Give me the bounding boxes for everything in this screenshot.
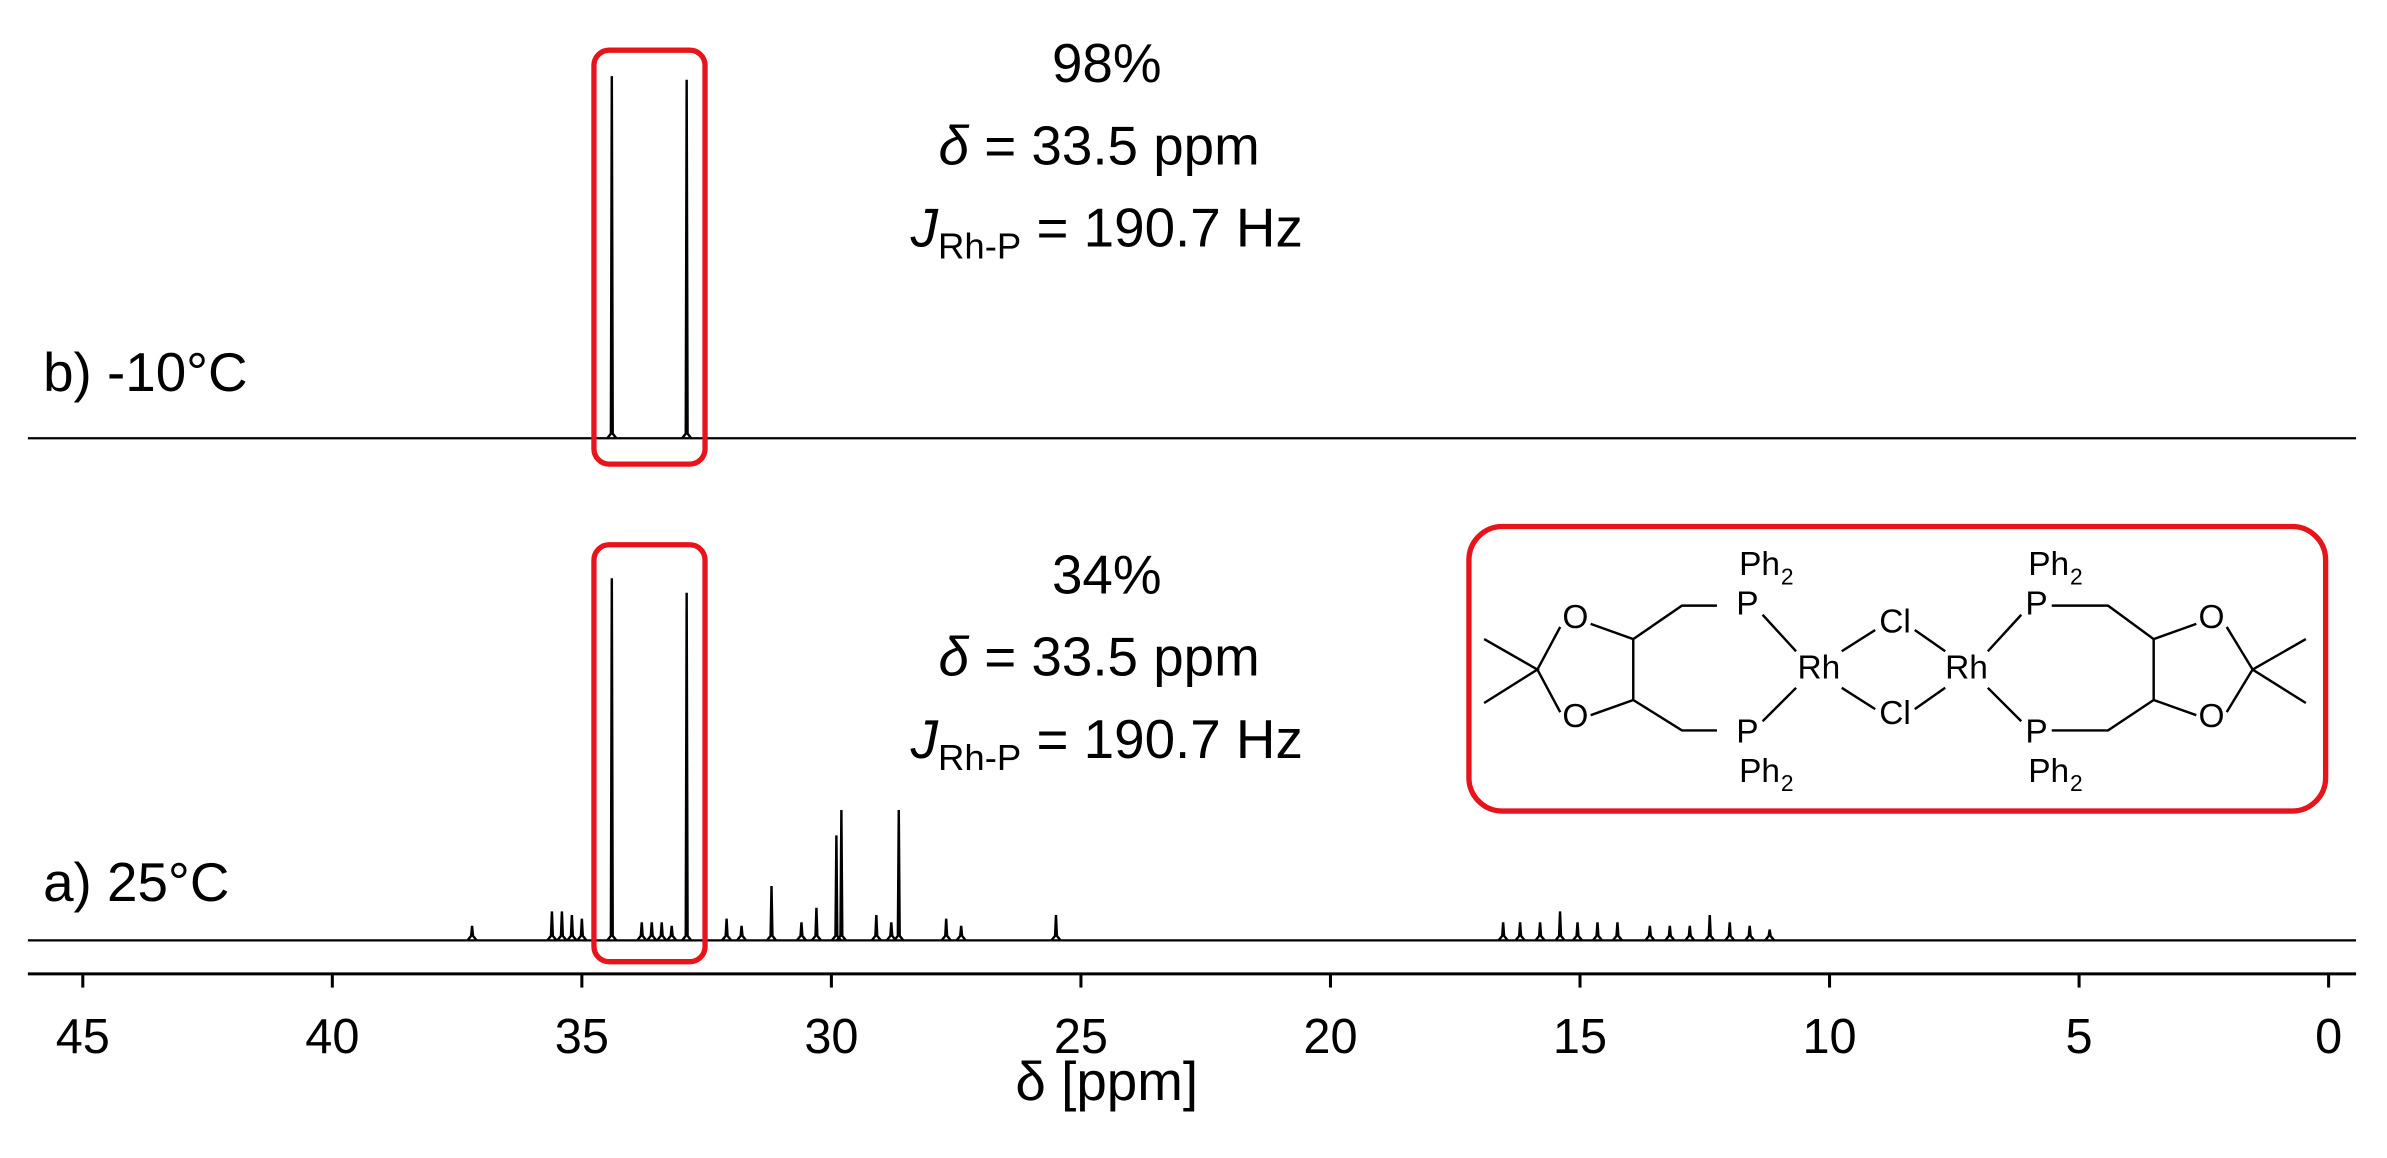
atom-label: O [1562, 698, 1588, 735]
coupling-symbol: J [910, 197, 939, 259]
atom-subscript: 2 [2070, 563, 2083, 589]
shift-value: = 33.5 ppm [969, 114, 1260, 176]
peak [1534, 922, 1546, 942]
annotation-shift: δ = 33.5 ppm [939, 626, 1260, 688]
peak [1050, 914, 1062, 942]
annotation-shift: δ = 33.5 ppm [939, 114, 1260, 176]
atom-label: O [2198, 599, 2224, 636]
atom-label: P [2025, 713, 2047, 750]
series-label: a) 25°C [43, 851, 229, 913]
peak [736, 925, 748, 942]
x-tick-label: 35 [555, 1010, 609, 1064]
x-tick-label: 5 [2066, 1010, 2093, 1064]
peak [940, 918, 952, 942]
atom-label: P [1736, 585, 1758, 622]
x-tick-label: 0 [2315, 1010, 2342, 1064]
atom-subscript: 2 [1781, 770, 1794, 796]
peak [1684, 925, 1696, 942]
peak [1591, 922, 1603, 942]
x-tick-label: 30 [804, 1010, 858, 1064]
peak [646, 922, 658, 942]
series-label: b) -10°C [43, 341, 248, 403]
peak [721, 918, 733, 942]
peak [666, 925, 678, 942]
x-tick-label: 45 [56, 1010, 110, 1064]
peak [681, 592, 693, 942]
peak [795, 922, 807, 942]
peak [566, 914, 578, 942]
peak [870, 914, 882, 942]
peak [1724, 922, 1736, 942]
peak [835, 810, 847, 942]
atom-label: O [1562, 599, 1588, 636]
peak [1611, 922, 1623, 942]
atom-label: Ph [1739, 753, 1780, 790]
bonds [1483, 604, 2307, 732]
peak [1554, 911, 1566, 942]
atom-label: Ph [2028, 753, 2069, 790]
atom-label: Rh [1798, 649, 1841, 686]
peak [546, 911, 558, 942]
spectrum-trace [27, 76, 2357, 440]
x-tick-label: 15 [1553, 1010, 1607, 1064]
peak [556, 911, 568, 942]
x-tick-label: 20 [1303, 1010, 1357, 1064]
peak [885, 922, 897, 942]
peak [1664, 925, 1676, 942]
peak [656, 922, 668, 942]
atom-label: P [1736, 713, 1758, 750]
atom-subscript: 2 [1781, 563, 1794, 589]
shift-value: = 33.5 ppm [969, 626, 1260, 688]
structure-box [1466, 523, 2329, 814]
peak [1514, 922, 1526, 942]
coupling-value: = 190.7 Hz [1021, 708, 1303, 770]
peak [606, 76, 618, 440]
peak [955, 925, 967, 942]
peak [1704, 914, 1716, 942]
atom-label: Cl [1879, 604, 1911, 641]
peak [466, 925, 478, 942]
highlight-box [591, 47, 708, 467]
peak [681, 79, 693, 440]
x-tick-label: 10 [1802, 1010, 1856, 1064]
annotation-coupling: JRh-P = 190.7 Hz [910, 708, 1303, 778]
shift-symbol: δ [939, 114, 970, 176]
coupling-value: = 190.7 Hz [1021, 197, 1303, 259]
atom-label: Rh [1945, 649, 1988, 686]
atom-label: Ph [1739, 546, 1780, 583]
coupling-subscript: Rh-P [938, 226, 1021, 267]
annotation-percent: 34% [1052, 543, 1162, 605]
shift-symbol: δ [939, 626, 970, 688]
x-tick-label: 25 [1054, 1010, 1108, 1064]
highlight-box [591, 542, 708, 965]
peak [606, 578, 618, 942]
peak [810, 907, 822, 942]
coupling-subscript: Rh-P [938, 737, 1021, 778]
atom-label: O [2198, 698, 2224, 735]
spectrum-trace [27, 578, 2357, 942]
peak [1571, 922, 1584, 942]
peak [1744, 925, 1756, 942]
axis-title: δ [ppm] [1015, 1050, 1198, 1112]
structure: O O O O P P P P Rh Rh Cl Cl Ph 2 Ph 2 Ph… [1466, 523, 2329, 814]
peak [1497, 922, 1509, 942]
annotation-percent: 98% [1052, 32, 1162, 94]
annotation-coupling: JRh-P = 190.7 Hz [910, 197, 1303, 267]
peak [765, 886, 778, 942]
atom-label: Cl [1879, 695, 1911, 732]
atom-subscript: 2 [2070, 770, 2083, 796]
peak [636, 922, 648, 942]
peak [893, 810, 905, 942]
peak [1764, 929, 1776, 942]
x-tick-label: 40 [305, 1010, 359, 1064]
atom-label: P [2025, 585, 2047, 622]
peak [1644, 925, 1656, 942]
coupling-symbol: J [910, 708, 939, 770]
peak [576, 918, 588, 942]
atom-label: Ph [2028, 546, 2069, 583]
